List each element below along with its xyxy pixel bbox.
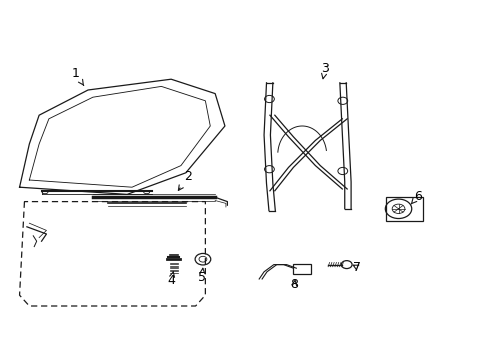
Text: 1: 1: [72, 67, 83, 85]
Bar: [386, 197, 422, 220]
Text: 6: 6: [410, 190, 421, 204]
Text: 5: 5: [198, 268, 205, 284]
Text: 3: 3: [321, 62, 328, 79]
Text: 4: 4: [167, 271, 175, 287]
Text: 2: 2: [178, 170, 192, 190]
Text: 7: 7: [352, 261, 360, 274]
Text: 8: 8: [290, 278, 298, 291]
Bar: [293, 264, 310, 274]
